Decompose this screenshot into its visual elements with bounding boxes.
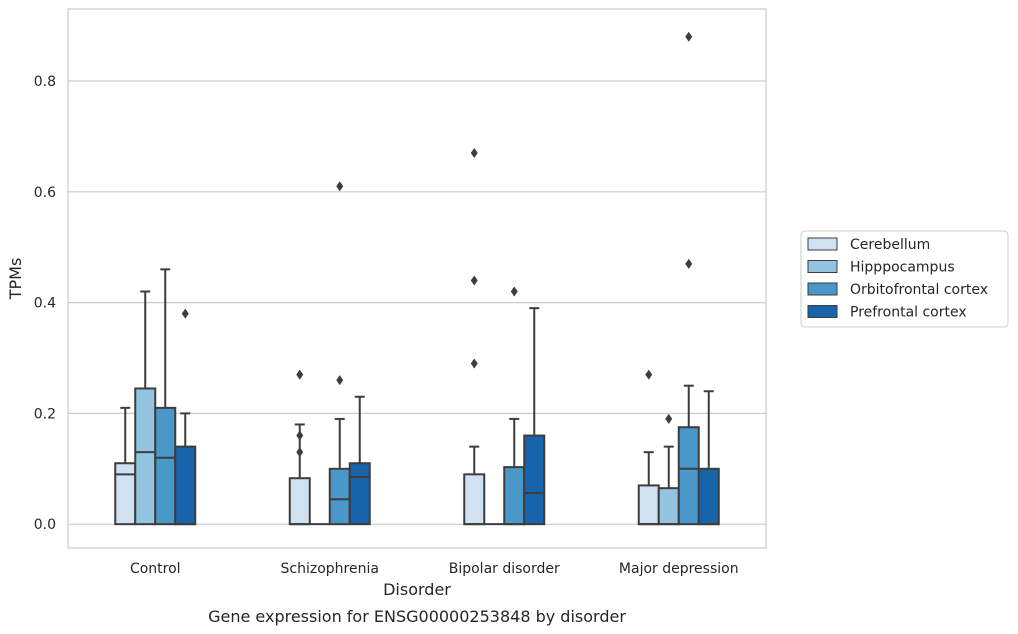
box (348, 462, 371, 526)
box (174, 445, 197, 526)
legend-label: Hipppocampus (850, 260, 955, 276)
outlier-point (296, 447, 304, 458)
legend-swatch (807, 260, 838, 273)
legend-swatch (807, 237, 838, 251)
legend-swatch (807, 282, 838, 296)
outlier-point (470, 358, 478, 369)
series-prefrontal-cortex (174, 307, 720, 526)
chart-caption: Gene expression for ENSG00000253848 by d… (208, 607, 626, 626)
box (288, 477, 311, 526)
x-tick-labels: Control Schizophrenia Bipolar disorder Majo… (130, 561, 739, 577)
series-cerebellum (114, 148, 660, 526)
box (503, 466, 526, 526)
box (523, 434, 546, 526)
series-hipppocampus (134, 290, 680, 526)
box (657, 487, 680, 526)
y-tick-labels: 0.0 0.2 0.4 0.6 0.8 (34, 74, 56, 533)
y-tick-label: 0.6 (34, 185, 56, 201)
box (677, 426, 700, 526)
outlier-point (470, 148, 478, 159)
x-tick-label: Bipolar disorder (449, 561, 560, 577)
legend: Cerebellum Hipppocampus Orbitofrontal cort… (800, 230, 1009, 328)
outlier-point (685, 258, 693, 269)
legend-label: Cerebellum (850, 237, 930, 253)
box-series (114, 31, 720, 526)
y-tick-label: 0.0 (34, 517, 56, 533)
outlier-point (645, 369, 653, 380)
outlier-point (336, 181, 344, 192)
y-tick-label: 0.2 (34, 406, 56, 422)
outlier-point (296, 430, 304, 441)
legend-label: Orbitofrontal cortex (850, 282, 988, 298)
outlier-point (296, 369, 304, 380)
box (637, 484, 660, 526)
box (114, 462, 137, 526)
y-tick-label: 0.4 (34, 296, 56, 312)
box (463, 473, 486, 526)
x-tick-label: Major depression (619, 561, 739, 577)
legend-frame (800, 230, 1009, 328)
box (328, 467, 351, 526)
legend-label: Prefrontal cortex (850, 305, 967, 321)
y-tick-label: 0.8 (34, 74, 56, 90)
outlier-point (336, 375, 344, 386)
outlier-point (510, 286, 518, 297)
y-axis-label: TPMs (6, 258, 25, 301)
box (154, 406, 177, 526)
plot-frame (67, 8, 767, 549)
box (697, 467, 720, 526)
outlier-point (470, 275, 478, 286)
x-tick-label: Control (130, 561, 181, 577)
series-orbitofrontal-cortex (154, 31, 700, 526)
x-axis-label: Disorder (383, 580, 451, 599)
legend-swatch (807, 305, 838, 318)
outlier-point (181, 308, 189, 319)
x-tick-label: Schizophrenia (281, 561, 379, 577)
outlier-point (685, 31, 693, 42)
outlier-point (665, 413, 673, 424)
box (134, 387, 157, 526)
